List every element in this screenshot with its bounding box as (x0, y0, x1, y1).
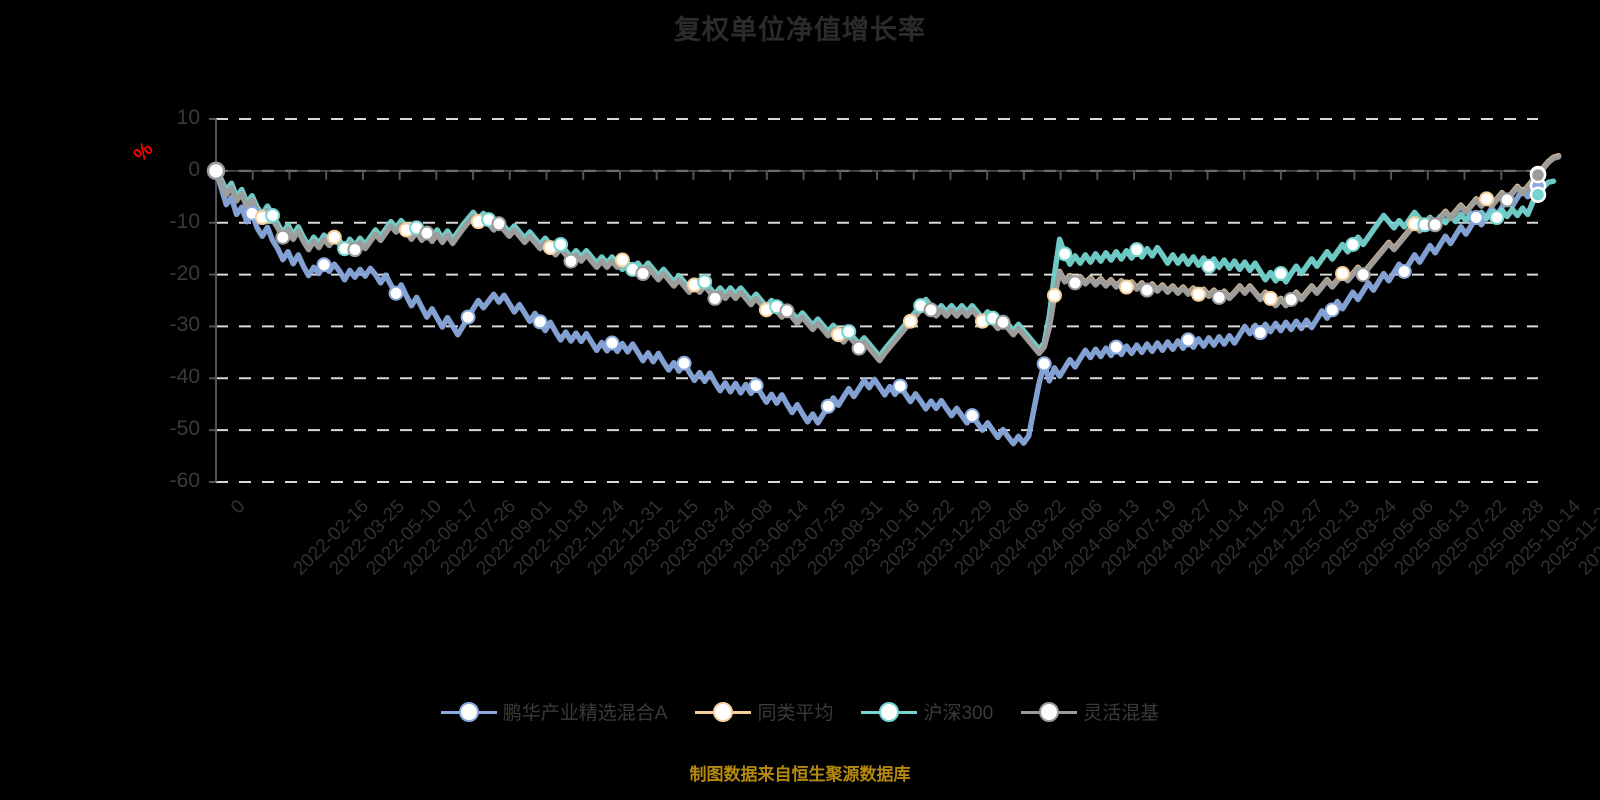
series-marker (604, 335, 620, 351)
series-marker (1057, 246, 1073, 262)
series-marker (779, 303, 795, 319)
series-marker (1201, 258, 1217, 274)
series-marker (1211, 289, 1227, 305)
y-axis-tick-label: -30 (169, 313, 200, 337)
chart-legend: 鹏华产业精选混合A 同类平均 沪深300 灵活混基 (0, 698, 1600, 725)
series-marker (1046, 287, 1062, 303)
legend-marker-icon (695, 699, 752, 725)
series-marker (460, 309, 476, 325)
footer-note: 制图数据来自恒生聚源数据库 (689, 765, 911, 784)
series-marker (1180, 332, 1196, 348)
legend-label: 鹏华产业精选混合A (502, 703, 668, 724)
series-marker (1468, 210, 1484, 226)
y-axis-tick-label: -10 (169, 209, 200, 233)
series-marker (748, 378, 764, 394)
series-line-3 (213, 154, 1562, 364)
series-marker (1139, 282, 1155, 298)
series-marker (1324, 302, 1340, 318)
series-marker (892, 378, 908, 394)
series-marker (635, 266, 651, 282)
legend-dot-icon (458, 701, 479, 722)
series-marker (1273, 266, 1289, 282)
series-marker (563, 253, 579, 269)
page-title: 复权单位净值增长率 (674, 15, 926, 45)
series-marker (1335, 266, 1351, 282)
series-marker (820, 398, 836, 414)
series-line-0 (213, 168, 1541, 447)
legend-label: 沪深300 (923, 703, 994, 724)
series-marker (841, 324, 857, 340)
series-marker (265, 207, 281, 223)
series-marker (614, 252, 630, 268)
series-marker (388, 285, 404, 301)
series-marker (491, 216, 507, 232)
series-line-1 (213, 153, 1562, 363)
series-marker (419, 225, 435, 241)
y-axis-tick-label: -40 (169, 365, 200, 389)
series-marker (326, 229, 342, 245)
series-marker (553, 236, 569, 252)
y-axis-tick-label: -20 (169, 261, 200, 285)
series-marker (1263, 290, 1279, 306)
legend-marker-icon (1021, 699, 1078, 725)
legend-marker-icon (440, 699, 497, 725)
series-marker (1345, 236, 1361, 252)
series-marker (1499, 192, 1515, 208)
series-marker (676, 355, 692, 371)
legend-dot-icon (1039, 701, 1060, 722)
legend-dot-icon (879, 701, 900, 722)
series-marker (902, 313, 918, 329)
series-marker (1489, 210, 1505, 226)
series-marker (1190, 286, 1206, 302)
series-marker (347, 242, 363, 258)
legend-item-series-flexible[interactable]: 灵活混基 (1021, 698, 1159, 725)
legend-item-series-peer-avg[interactable]: 同类平均 (695, 698, 833, 725)
series-marker (707, 290, 723, 306)
series-marker (1252, 325, 1268, 341)
series-marker (275, 229, 291, 245)
y-axis-tick-label: 10 (176, 106, 200, 129)
series-marker (1355, 267, 1371, 283)
y-axis-tick-label: 0 (188, 157, 200, 181)
series-marker (1396, 263, 1412, 279)
legend-label: 灵活混基 (1083, 703, 1160, 724)
legend-dot-icon (713, 701, 734, 722)
series-marker (1427, 217, 1443, 233)
series-marker (851, 340, 867, 356)
series-marker (1479, 191, 1495, 207)
series-line-2 (213, 168, 1557, 360)
legend-marker-icon (861, 699, 918, 725)
series-marker (1036, 356, 1052, 372)
series-marker (697, 274, 713, 290)
series-marker (964, 408, 980, 424)
series-endpoint-marker (1529, 166, 1547, 184)
y-axis-tick-label: -60 (169, 469, 200, 492)
series-marker (995, 314, 1011, 330)
series-marker (1108, 339, 1124, 355)
series-marker (1118, 279, 1134, 295)
series-marker (1067, 275, 1083, 291)
series-marker (923, 302, 939, 318)
series-marker (316, 257, 332, 273)
series-marker (1283, 291, 1299, 307)
series-start-marker (206, 161, 226, 181)
series-marker (1129, 242, 1145, 258)
y-axis-tick-label: -50 (169, 417, 200, 441)
legend-item-series-csi300[interactable]: 沪深300 (861, 698, 993, 725)
series-endpoint-marker (1529, 186, 1547, 203)
legend-item-series-fund[interactable]: 鹏华产业精选混合A (440, 698, 668, 725)
legend-label: 同类平均 (757, 703, 834, 724)
series-marker (532, 314, 548, 330)
